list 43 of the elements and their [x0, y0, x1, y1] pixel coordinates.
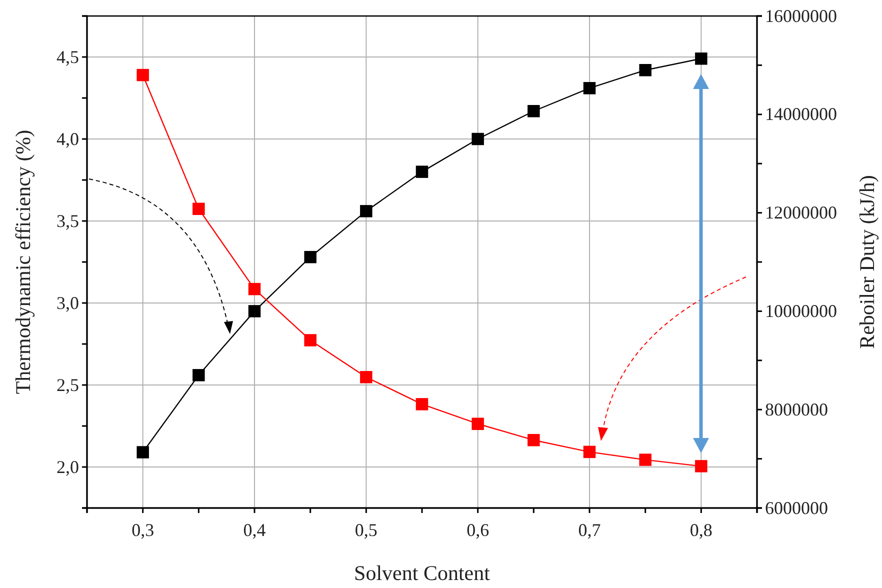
y2-tick-label: 16000000: [765, 6, 837, 26]
point: [472, 132, 484, 146]
point: [695, 460, 708, 472]
y-tick-label: 2,5: [56, 374, 79, 395]
y2-tick-label: 14000000: [765, 104, 837, 124]
x-tick-label: 0,4: [243, 520, 266, 540]
x-tick-label: 0,7: [578, 520, 601, 540]
point: [360, 205, 372, 218]
point: [248, 282, 261, 296]
y2-axis-title: Reboiler Duty (kJ/h): [855, 175, 879, 349]
point: [695, 52, 708, 65]
point: [304, 250, 316, 264]
point: [416, 398, 428, 410]
y2-tick-label: 6000000: [765, 498, 828, 518]
point: [528, 104, 540, 118]
x-tick-label: 0,3: [132, 520, 154, 540]
y2-tick-label: 8000000: [765, 399, 828, 420]
point: [136, 446, 149, 458]
point: [639, 64, 652, 76]
y-tick-label: 2,0: [56, 456, 79, 477]
point: [136, 68, 149, 82]
y-tick-label: 3,0: [56, 292, 79, 313]
y-axis-title: Thermodynamic efficiency (%): [11, 130, 35, 394]
point: [583, 82, 596, 94]
x-tick-label: 0,5: [354, 520, 378, 540]
x-tick-label: 0,6: [466, 520, 490, 540]
x-tick-label: 0,8: [690, 520, 712, 540]
point: [583, 446, 596, 458]
y2-tick-label: 10000000: [765, 300, 837, 321]
point: [639, 454, 652, 466]
x-axis-title: Solvent Content: [354, 561, 490, 585]
point: [360, 371, 372, 384]
point: [472, 418, 484, 430]
point: [192, 369, 205, 382]
y-tick-label: 4,0: [56, 128, 79, 149]
y2-tick-label: 12000000: [765, 202, 837, 223]
point: [248, 305, 261, 318]
y-tick-label: 3,5: [56, 210, 79, 231]
y-tick-label: 4,5: [56, 46, 79, 67]
point: [528, 434, 540, 446]
point: [192, 202, 205, 215]
point: [304, 334, 316, 346]
point: [416, 166, 428, 178]
